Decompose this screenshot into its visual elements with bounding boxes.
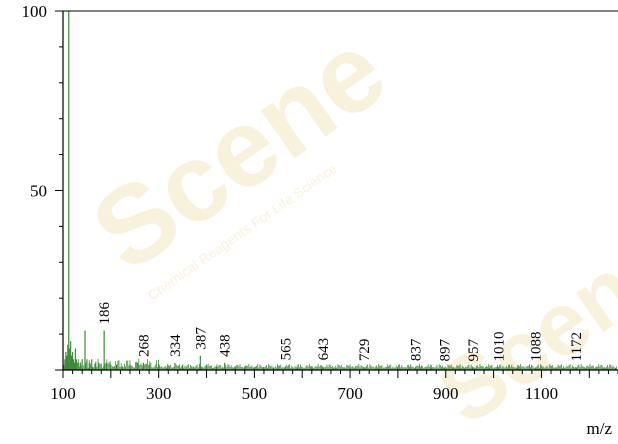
x-tick-label: 1100 bbox=[525, 384, 558, 403]
x-tick-label: 500 bbox=[242, 384, 268, 403]
watermark-logo-2: Scene bbox=[421, 210, 618, 444]
peak-labels: 186 268 334 387 438 565 643 729 837 897 957 1010 108… bbox=[97, 302, 585, 362]
y-tick-label: 100 bbox=[22, 2, 48, 21]
peak-label: 438 bbox=[218, 334, 234, 357]
peak-label: 186 bbox=[97, 302, 113, 325]
tick-labels: 100 300 500 700 900 1100 50 100 bbox=[22, 2, 559, 403]
x-tick-label: 300 bbox=[146, 384, 172, 403]
x-axis-label: m/z bbox=[587, 419, 613, 438]
peak-label: 643 bbox=[316, 338, 332, 361]
peak-label: 334 bbox=[168, 334, 184, 357]
peak-label: 957 bbox=[466, 338, 482, 361]
peak-label: 897 bbox=[437, 338, 453, 361]
x-tick-label: 700 bbox=[337, 384, 363, 403]
peak-label: 268 bbox=[136, 334, 152, 357]
peak-label: 729 bbox=[357, 339, 373, 362]
tick-marks bbox=[55, 10, 618, 378]
watermark-brand-2: Scene bbox=[421, 210, 618, 444]
peak-label: 1010 bbox=[491, 331, 507, 361]
peak-label: 387 bbox=[193, 327, 209, 350]
x-tick-label: 100 bbox=[50, 384, 76, 403]
y-tick-label: 50 bbox=[30, 182, 47, 201]
peak-label: 1088 bbox=[529, 331, 545, 361]
x-tick-label: 900 bbox=[433, 384, 459, 403]
peak-label: 565 bbox=[278, 338, 294, 361]
peak-label: 1172 bbox=[569, 332, 585, 361]
watermark-brand: Scene bbox=[71, 8, 407, 295]
peak-label: 837 bbox=[409, 338, 425, 361]
